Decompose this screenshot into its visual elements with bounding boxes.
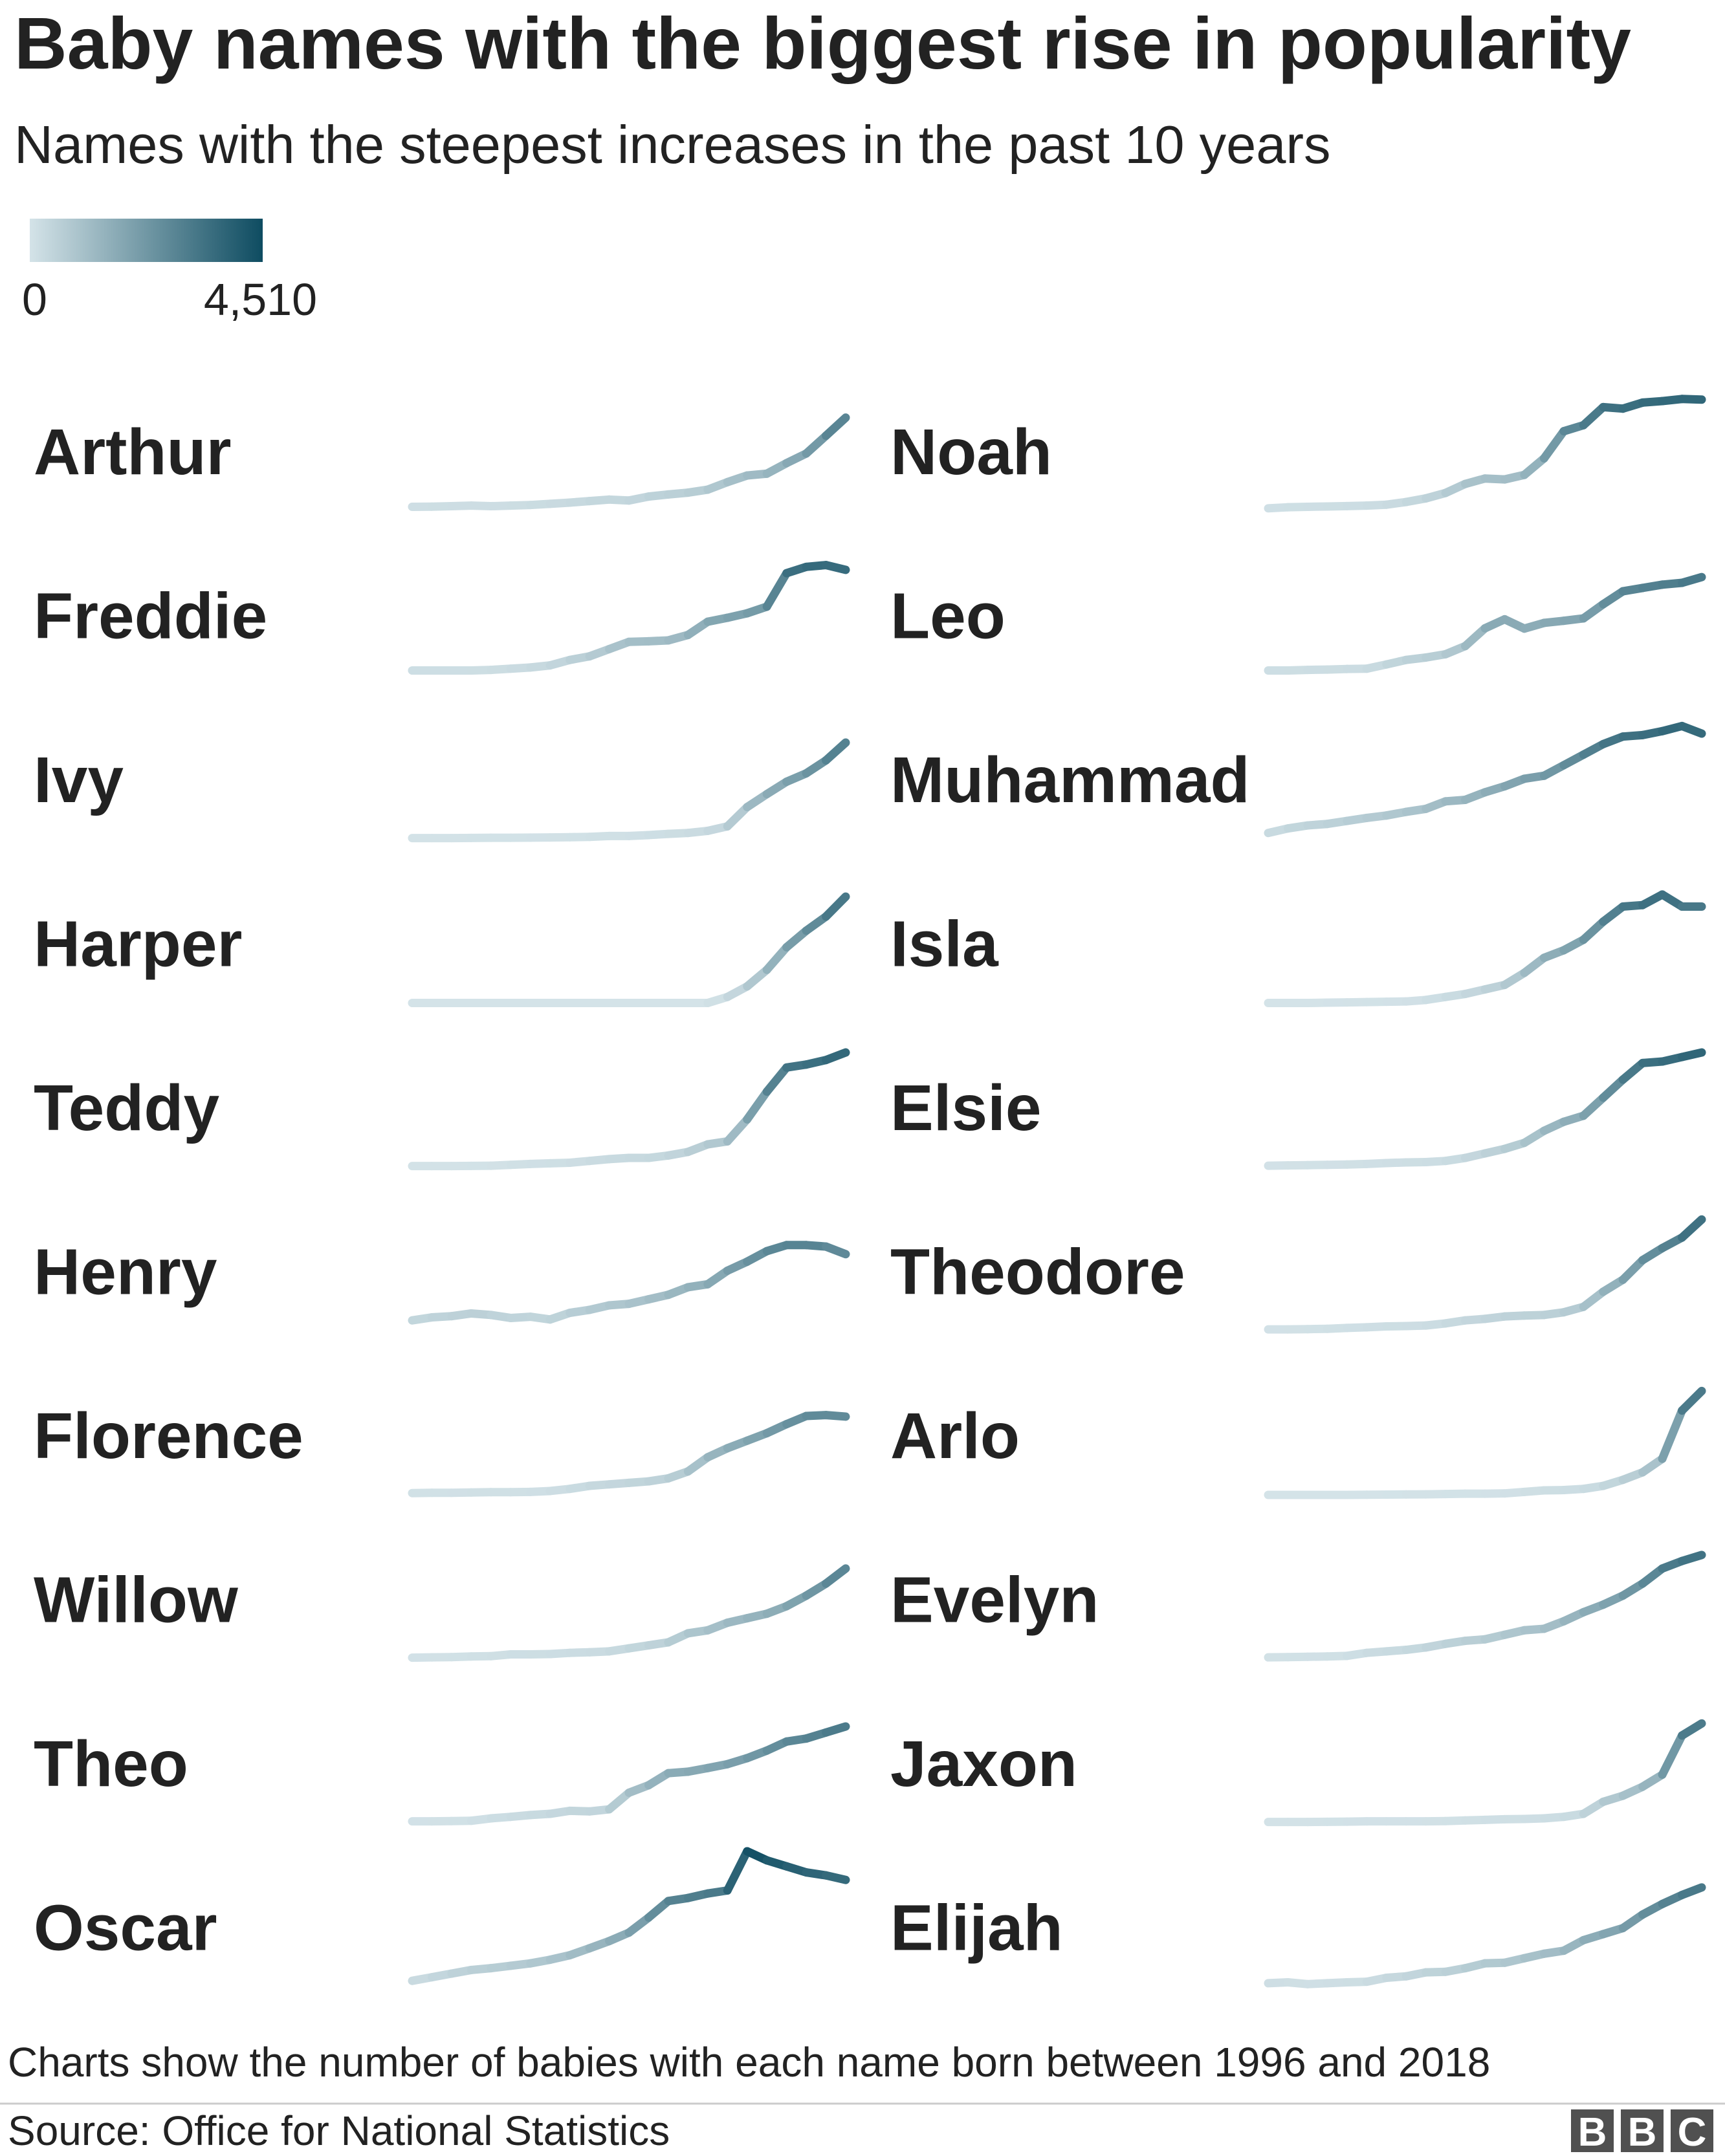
name-label-elsie: Elsie <box>890 1072 1042 1144</box>
name-label-ivy: Ivy <box>34 744 124 816</box>
name-label-arlo: Arlo <box>890 1400 1020 1472</box>
chart-subtitle: Names with the steepest increases in the… <box>14 114 1331 175</box>
sparkline-segment-muhammad-2017 <box>1678 721 1706 738</box>
sparkline-noah <box>1264 395 1706 513</box>
name-label-elijah: Elijah <box>890 1892 1063 1965</box>
sparkline-segment-leo-2006 <box>1461 624 1489 651</box>
name-label-leo: Leo <box>890 580 1005 653</box>
sparkline-segment-arlo-2017 <box>1678 1386 1706 1415</box>
sparkline-harper <box>408 892 850 1007</box>
name-label-theodore: Theodore <box>890 1236 1185 1309</box>
sparkline-arthur <box>408 413 850 511</box>
source-text: Source: Office for National Statistics <box>8 2107 670 2154</box>
sparkline-segment-jaxon-2016 <box>1658 1731 1687 1779</box>
name-label-arthur: Arthur <box>34 416 232 488</box>
sparkline-segment-theo-2017 <box>822 1722 850 1737</box>
sparkline-segment-elsie-2012 <box>1579 1093 1608 1120</box>
svg-text:B: B <box>1578 2110 1607 2155</box>
name-label-freddie: Freddie <box>34 580 267 653</box>
sparkline-theo <box>408 1722 850 1826</box>
color-legend-bar <box>30 219 263 262</box>
sparkline-segment-noah-2012 <box>1579 402 1608 430</box>
color-legend: 0 4,510 <box>22 219 317 325</box>
sparkline-segment-freddie-2017 <box>822 561 850 574</box>
sparkline-segment-arlo-2016 <box>1658 1406 1687 1463</box>
sparkline-segment-willow-2017 <box>822 1564 850 1588</box>
sparkline-arlo <box>1264 1386 1706 1499</box>
sparkline-segment-jaxon-2017 <box>1678 1719 1706 1740</box>
name-label-theo: Theo <box>34 1728 188 1800</box>
sparkline-isla <box>1264 890 1706 1007</box>
sparkline-segment-harper-2015 <box>782 926 811 952</box>
legend-min-label: 0 <box>22 274 47 325</box>
sparkline-segment-teddy-2017 <box>822 1048 850 1065</box>
name-label-evelyn: Evelyn <box>890 1564 1099 1637</box>
name-label-teddy: Teddy <box>34 1072 219 1144</box>
name-label-noah: Noah <box>890 416 1052 488</box>
sparkline-willow <box>408 1564 850 1662</box>
sparkline-evelyn <box>1264 1551 1706 1662</box>
sparkline-theodore <box>1264 1215 1706 1334</box>
sparkline-muhammad <box>1264 721 1706 838</box>
name-label-willow: Willow <box>34 1564 238 1637</box>
sparkline-segment-freddie-2014 <box>762 569 791 611</box>
sparkline-jaxon <box>1264 1719 1706 1827</box>
name-label-oscar: Oscar <box>34 1892 217 1965</box>
sparkline-segment-harper-2014 <box>762 942 791 974</box>
sparkline-segment-henry-2017 <box>822 1242 850 1259</box>
sparkline-segment-harper-2017 <box>822 892 850 921</box>
sparkline-segment-elijah-2017 <box>1678 1883 1706 1899</box>
sparkline-segment-teddy-2013 <box>743 1087 771 1124</box>
sparkline-segment-ivy-2012 <box>723 803 752 831</box>
sparkline-teddy <box>408 1048 850 1171</box>
sparkline-segment-elsie-2013 <box>1599 1075 1627 1102</box>
legend-max-label: 4,510 <box>204 274 317 325</box>
svg-text:B: B <box>1628 2110 1657 2155</box>
sparkline-segment-theodore-2017 <box>1678 1215 1706 1242</box>
sparkline-henry <box>408 1241 850 1325</box>
name-label-muhammad: Muhammad <box>890 744 1250 816</box>
sparkline-ivy <box>408 738 850 843</box>
sparkline-elsie <box>1264 1048 1706 1170</box>
sparkline-segment-noah-2017 <box>1678 395 1706 404</box>
sparkline-segment-isla-2012 <box>1579 917 1608 944</box>
sparkline-segment-teddy-2012 <box>723 1115 752 1146</box>
chart-title: Baby names with the biggest rise in popu… <box>14 3 1631 84</box>
name-label-isla: Isla <box>890 908 999 981</box>
sparkline-segment-noah-2010 <box>1539 427 1568 463</box>
sparkline-segment-teddy-2014 <box>762 1063 791 1096</box>
sparkline-segment-elsie-2014 <box>1618 1058 1647 1084</box>
sparkline-segment-arthur-2017 <box>822 413 850 441</box>
sparkline-segment-florence-2017 <box>822 1411 850 1421</box>
sparkline-florence <box>408 1411 850 1497</box>
sparkline-segment-evelyn-2017 <box>1678 1551 1706 1565</box>
sparkline-freddie <box>408 561 850 675</box>
sparkline-segment-theodore-2014 <box>1618 1256 1647 1284</box>
sparkline-segment-arthur-2016 <box>802 431 831 458</box>
name-label-harper: Harper <box>34 908 242 981</box>
sparkline-leo <box>1264 572 1706 675</box>
sparkline-elijah <box>1264 1883 1706 1988</box>
sparkline-segment-elsie-2017 <box>1678 1048 1706 1062</box>
sparkline-segment-noah-2009 <box>1520 454 1548 479</box>
name-label-florence: Florence <box>34 1400 303 1472</box>
name-label-henry: Henry <box>34 1236 217 1309</box>
svg-text:C: C <box>1678 2110 1707 2155</box>
bbc-logo: B B C <box>1571 2109 1713 2155</box>
sparkline-segment-oscar-2017 <box>822 1871 850 1884</box>
footnote: Charts show the number of babies with ea… <box>8 2039 1490 2085</box>
sparkline-segment-harper-2013 <box>743 965 771 991</box>
sparkline-segment-theo-2006 <box>605 1788 633 1814</box>
sparkline-segment-ivy-2017 <box>822 738 850 765</box>
sparkline-segment-leo-2017 <box>1678 572 1706 587</box>
name-label-jaxon: Jaxon <box>890 1728 1077 1800</box>
sparkline-segment-oscar-2008 <box>644 1897 673 1922</box>
sparkline-segment-oscar-2012 <box>723 1847 752 1895</box>
sparkline-oscar <box>408 1847 850 1985</box>
small-multiples: Arthur Noah Freddie Leo Ivy Muhammad Harper Isl… <box>34 395 1706 1988</box>
